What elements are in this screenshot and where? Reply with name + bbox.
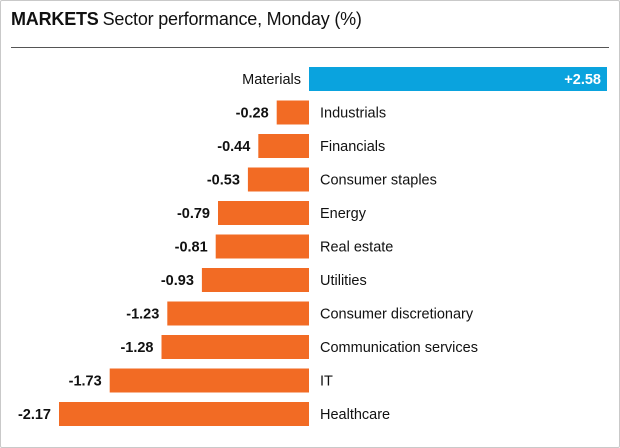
bar-consumer-staples <box>247 167 309 192</box>
category-label: Consumer staples <box>320 173 437 189</box>
category-label: IT <box>320 374 333 390</box>
value-label: -1.28 <box>120 340 153 356</box>
bar-energy <box>218 201 309 225</box>
bar-utilities <box>201 268 309 292</box>
category-label: Materials <box>242 72 301 88</box>
chart-kicker: MARKETS <box>11 9 99 29</box>
category-label: Consumer discretionary <box>320 307 474 323</box>
value-label: -1.23 <box>126 307 159 323</box>
category-label: Industrials <box>320 106 386 122</box>
value-label: -0.93 <box>161 273 194 289</box>
bar-real-estate <box>215 234 309 259</box>
chart-header: MARKETS Sector performance, Monday (%) <box>11 9 362 30</box>
category-label: Real estate <box>320 240 393 256</box>
bar-financials <box>258 134 309 158</box>
value-label: +2.58 <box>564 72 601 88</box>
value-label: -0.53 <box>207 173 240 189</box>
value-label: -0.28 <box>236 106 269 122</box>
value-label: -0.44 <box>217 139 250 155</box>
bar-healthcare <box>59 402 309 426</box>
bar-communication-services <box>161 335 309 359</box>
value-label: -0.79 <box>177 206 210 222</box>
category-label: Healthcare <box>320 407 390 423</box>
header-divider <box>11 47 609 48</box>
bar-it <box>109 368 309 393</box>
value-label: -0.81 <box>175 240 208 256</box>
category-label: Energy <box>320 206 367 222</box>
value-label: -1.73 <box>69 374 102 390</box>
bar-consumer-discretionary <box>167 301 309 326</box>
category-label: Communication services <box>320 340 478 356</box>
bar-materials <box>309 67 607 91</box>
value-label: -2.17 <box>18 407 51 423</box>
bar-industrials <box>276 100 309 125</box>
chart-title: Sector performance, Monday (%) <box>102 9 362 29</box>
category-label: Utilities <box>320 273 367 289</box>
category-label: Financials <box>320 139 385 155</box>
